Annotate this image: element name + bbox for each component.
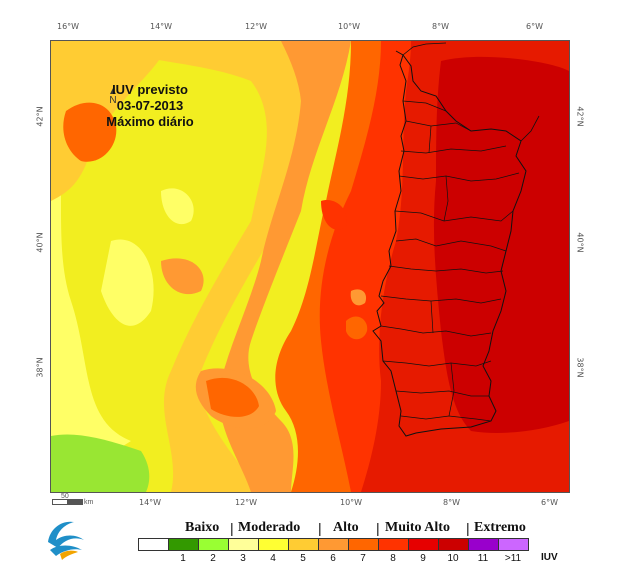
category-moderado: Moderado [238, 520, 301, 535]
scale-segment [52, 499, 68, 505]
scale-segment [67, 499, 83, 505]
lon-tick-top: 12°W [245, 22, 268, 31]
lat-tick-left: 40°N [35, 232, 45, 253]
legend-value: 4 [270, 553, 276, 564]
legend-swatch [199, 539, 229, 550]
lon-tick-bottom: 12°W [235, 498, 258, 507]
legend-value: 8 [390, 553, 396, 564]
legend-value: 1 [180, 553, 186, 564]
category-alto: Alto [333, 520, 359, 535]
title-line-3: Máximo diário [106, 114, 194, 129]
category-baixo: Baixo [185, 520, 220, 535]
legend-swatch [139, 539, 169, 550]
legend-swatch [349, 539, 379, 550]
legend-value: 3 [240, 553, 246, 564]
legend-value: 5 [300, 553, 306, 564]
legend-swatch [499, 539, 528, 550]
legend-swatch [229, 539, 259, 550]
lon-tick-bottom: 10°W [340, 498, 363, 507]
uv-field-raster [51, 41, 569, 492]
lat-tick-left: 38°N [35, 357, 45, 378]
category-separator: | [466, 520, 470, 536]
north-label: N [109, 95, 117, 106]
legend-swatch [409, 539, 439, 550]
category-extremo: Extremo [474, 520, 526, 535]
map-title: IUV previsto 03-07-2013 Máximo diário [90, 82, 210, 130]
lon-tick-top: 16°W [57, 22, 80, 31]
ipma-logo-icon [48, 521, 84, 560]
scale-value: 50 [61, 493, 69, 500]
legend-swatch [469, 539, 499, 550]
uv-legend-bar [138, 538, 529, 551]
legend-value: 10 [447, 553, 459, 564]
north-arrow-icon: ▲ N [108, 86, 118, 106]
legend-value: 6 [330, 553, 336, 564]
legend-swatch [289, 539, 319, 550]
lon-tick-bottom: 8°W [443, 498, 460, 507]
category-separator: | [376, 520, 380, 536]
legend-swatch [319, 539, 349, 550]
uv-index-map: ▲ N [50, 40, 570, 493]
lon-tick-top: 8°W [432, 22, 449, 31]
lon-tick-top: 6°W [526, 22, 543, 31]
legend-swatch [439, 539, 469, 550]
legend-swatch [169, 539, 199, 550]
title-line-2: 03-07-2013 [116, 98, 184, 113]
legend-value: 11 [477, 553, 489, 564]
portugal-outline [372, 50, 527, 437]
legend-swatch [379, 539, 409, 550]
lon-tick-bottom: 6°W [541, 498, 558, 507]
legend-value: 2 [210, 553, 216, 564]
legend-unit: IUV [541, 552, 558, 563]
legend-value: >11 [504, 553, 522, 564]
lat-tick-right: 40°N [575, 232, 585, 253]
title-line-1: IUV previsto [112, 82, 188, 97]
lat-tick-right: 42°N [575, 106, 585, 127]
legend-value: 7 [360, 553, 366, 564]
lon-tick-top: 14°W [150, 22, 173, 31]
category-separator: | [318, 520, 322, 536]
category-separator: | [230, 520, 234, 536]
legend-value: 9 [420, 553, 426, 564]
category-muito-alto: Muito Alto [385, 520, 450, 535]
lon-tick-bottom: 14°W [139, 498, 162, 507]
scale-unit: km [84, 499, 94, 506]
lat-tick-right: 38°N [575, 357, 585, 378]
legend-swatch [259, 539, 289, 550]
lat-tick-left: 42°N [35, 106, 45, 127]
lon-tick-top: 10°W [338, 22, 361, 31]
